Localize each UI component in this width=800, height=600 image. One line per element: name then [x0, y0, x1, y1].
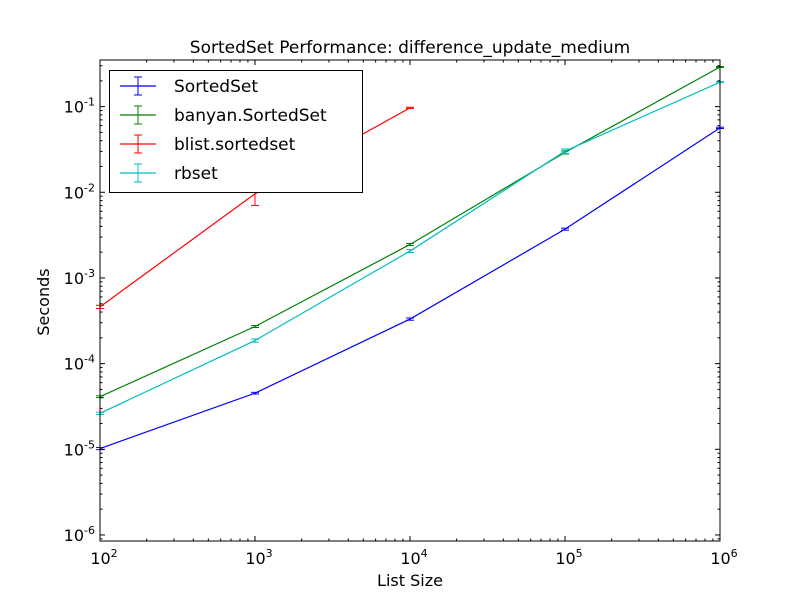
- x-tick-label-exponent: 6: [731, 547, 738, 560]
- x-tick-label-base: 10: [90, 549, 110, 568]
- legend-box: [109, 70, 363, 193]
- y-tick-label-exponent: -4: [84, 353, 95, 366]
- legend: SortedSet banyan.SortedSet blist.sortedset…: [109, 70, 363, 193]
- y-tick-label-base: 10: [64, 440, 84, 459]
- x-tick-label: 104: [400, 547, 427, 568]
- y-axis-label: Seconds: [34, 268, 53, 335]
- y-tick-label-exponent: -5: [84, 438, 95, 451]
- series-banyan-sortedset: [96, 65, 724, 399]
- x-tick-label: 106: [710, 547, 737, 568]
- y-tick-label: 10-5: [64, 438, 95, 459]
- x-tick-label-base: 10: [245, 549, 265, 568]
- legend-label: rbset: [174, 164, 218, 184]
- y-tick-label-exponent: -6: [84, 524, 95, 537]
- legend-label: banyan.SortedSet: [174, 106, 327, 126]
- y-tick-label-base: 10: [64, 355, 84, 374]
- x-tick-label: 103: [245, 547, 272, 568]
- chart-title: SortedSet Performance: difference_update…: [190, 38, 630, 58]
- y-tick-label-base: 10: [64, 526, 84, 545]
- x-tick-label-exponent: 4: [421, 547, 428, 560]
- y-tick-label-exponent: -1: [84, 96, 95, 109]
- legend-label: SortedSet: [174, 77, 258, 97]
- y-tick-label-base: 10: [64, 183, 84, 202]
- x-tick-label-base: 10: [400, 549, 420, 568]
- y-tick-label: 10-3: [64, 267, 95, 288]
- x-tick-label-exponent: 5: [576, 547, 583, 560]
- legend-item: banyan.SortedSet: [120, 105, 327, 126]
- y-tick-label: 10-1: [64, 96, 95, 117]
- x-tick-label-exponent: 3: [266, 547, 273, 560]
- y-tick-label: 10-6: [64, 524, 95, 545]
- y-tick-label: 10-4: [64, 353, 95, 374]
- y-tick-label-exponent: -3: [84, 267, 95, 280]
- plot-area-frame: [99, 59, 721, 542]
- x-axis-label: List Size: [377, 571, 443, 590]
- y-tick-label-base: 10: [64, 269, 84, 288]
- legend-item: blist.sortedset: [120, 134, 296, 155]
- y-tick-label-base: 10: [64, 98, 84, 117]
- series-layer: [96, 65, 724, 451]
- y-tick-label-exponent: -2: [84, 181, 95, 194]
- legend-label: blist.sortedset: [174, 135, 296, 155]
- x-tick-label-exponent: 2: [111, 547, 118, 560]
- legend-items: SortedSet banyan.SortedSet blist.sortedset…: [120, 76, 327, 184]
- y-tick-label: 10-2: [64, 181, 95, 202]
- legend-item: rbset: [120, 163, 218, 184]
- x-tick-label-base: 10: [555, 549, 575, 568]
- x-tick-label: 105: [555, 547, 582, 568]
- legend-item: SortedSet: [120, 76, 258, 97]
- x-tick-label-base: 10: [710, 549, 730, 568]
- x-tick-label: 102: [90, 547, 117, 568]
